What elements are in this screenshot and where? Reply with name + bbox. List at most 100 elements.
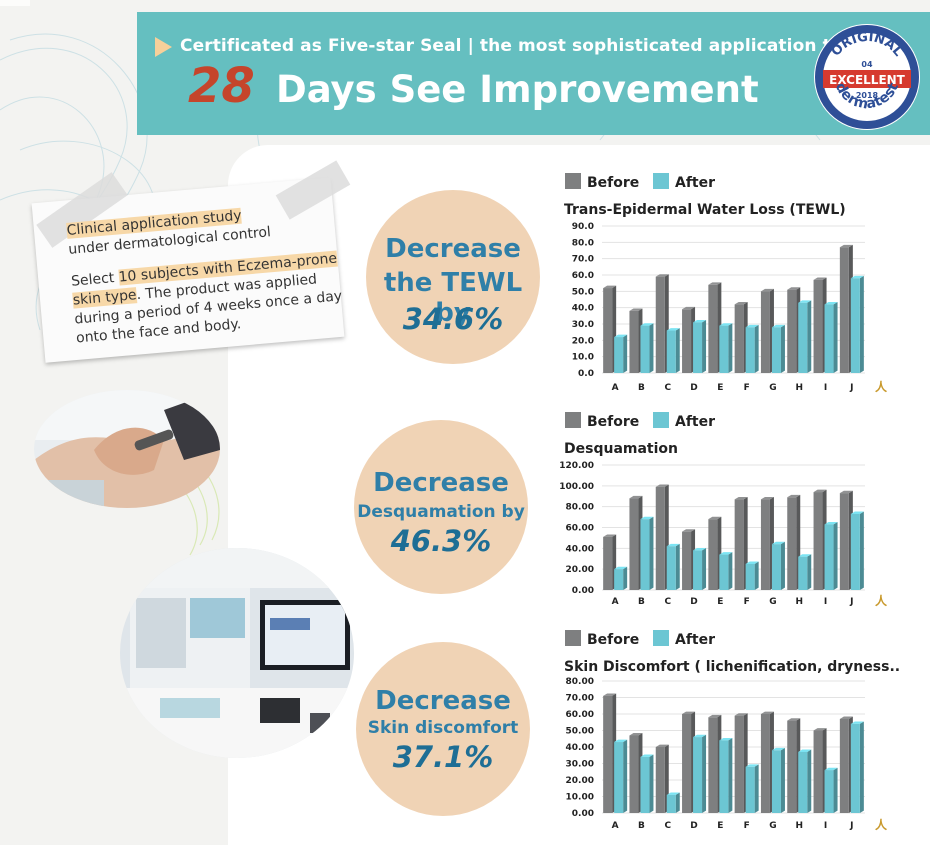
legend-swatch [653, 173, 669, 189]
bar-after-J [850, 275, 864, 373]
dermatest-seal-icon: ORIGINAL 04 EXCELLENT 2018 dermatest [814, 24, 920, 130]
bar-after-G [771, 324, 785, 373]
legend-swatch [653, 412, 669, 428]
seal-year: 2018 [856, 91, 879, 100]
bar-after-A [614, 739, 628, 813]
y-tick-label: 30.0 [572, 320, 594, 330]
desquamation-circle-line2: Desquamation by [357, 502, 525, 522]
tewl-chart: Before After Trans-Epidermal Water Loss (T… [564, 173, 888, 394]
y-tick-label: 120.00 [560, 461, 594, 471]
y-tick-label: 60.00 [566, 710, 594, 720]
bar-after-A [614, 566, 628, 590]
y-tick-label: 40.0 [572, 304, 594, 314]
x-category-label: D [690, 383, 697, 393]
seal-number: 04 [861, 60, 873, 69]
legend-label: After [675, 175, 715, 191]
x-category-label: D [690, 821, 697, 831]
x-category-label: I [824, 597, 827, 607]
x-category-label: B [638, 821, 645, 831]
y-tick-label: 60.0 [572, 271, 594, 281]
y-tick-label: 40.00 [566, 743, 594, 753]
skin-discomfort-chart: Before After Skin Discomfort ( lichenifica… [564, 630, 900, 832]
x-category-label: G [769, 821, 776, 831]
y-tick-label: 40.00 [566, 544, 594, 554]
bar-after-F [745, 324, 759, 373]
desquamation-circle-percent: 46.3% [390, 524, 492, 558]
x-category-label: H [795, 597, 803, 607]
y-tick-label: 30.00 [566, 760, 594, 770]
bar-after-D [693, 319, 707, 373]
bar-after-E [719, 323, 733, 373]
x-category-label: A [612, 821, 619, 831]
legend-label: Before [587, 632, 639, 648]
chart-title: Trans-Epidermal Water Loss (TEWL) [564, 202, 846, 218]
x-category-label: H [795, 821, 803, 831]
bar-after-D [693, 548, 707, 590]
y-tick-label: 100.00 [560, 482, 594, 492]
tewl-circle-percent: 34.6% [402, 302, 504, 336]
x-category-label: B [638, 383, 645, 393]
y-tick-label: 0.00 [572, 809, 594, 819]
application-photo [34, 390, 220, 508]
legend-label: Before [587, 414, 639, 430]
x-category-label: E [717, 821, 723, 831]
chart-title: Skin Discomfort ( lichenification, dryne… [564, 659, 900, 675]
discomfort-circle-line1: Decrease [375, 686, 511, 716]
x-category-label: B [638, 597, 645, 607]
desquamation-result-circle: Decrease Desquamation by 46.3% [354, 420, 528, 594]
banner-subtitle: Certificated as Five-star Seal | the mos… [180, 36, 861, 56]
x-category-label: J [849, 597, 853, 607]
note-body-pre: Select [70, 269, 120, 290]
legend-swatch [565, 412, 581, 428]
tewl-circle-line2: the TEWL by [383, 268, 523, 328]
x-unit-label: 人 [875, 593, 888, 608]
bar-after-H [798, 554, 812, 590]
study-note-text: Clinical application study under dermatol… [66, 197, 367, 362]
bar-after-B [640, 323, 654, 373]
legend-swatch [653, 630, 669, 646]
x-category-label: C [664, 383, 671, 393]
header-banner [137, 12, 930, 135]
bar-after-I [824, 521, 838, 590]
y-tick-label: 10.0 [572, 353, 594, 363]
bar-after-I [824, 767, 838, 813]
legend-label: Before [587, 175, 639, 191]
x-category-label: E [717, 383, 723, 393]
y-tick-label: 60.00 [566, 524, 594, 534]
bar-after-C [666, 328, 680, 373]
bar-after-E [719, 552, 733, 590]
bar-after-B [640, 754, 654, 813]
legend-swatch [565, 173, 581, 189]
banner-title: Days See Improvement [276, 68, 759, 111]
x-category-label: D [690, 597, 697, 607]
legend-swatch [565, 630, 581, 646]
x-category-label: F [744, 383, 750, 393]
y-tick-label: 90.0 [572, 222, 594, 232]
x-unit-label: 人 [875, 379, 888, 394]
discomfort-circle-line2: Skin discomfort [367, 718, 519, 738]
bar-after-E [719, 738, 733, 813]
legend-label: After [675, 414, 715, 430]
x-category-label: G [769, 383, 776, 393]
x-category-label: A [612, 597, 619, 607]
bar-after-G [771, 541, 785, 590]
lab-exhibition-photo [120, 548, 354, 758]
y-tick-label: 10.00 [566, 793, 594, 803]
chart-title: Desquamation [564, 441, 678, 457]
content-panel [228, 145, 930, 845]
x-category-label: C [664, 597, 671, 607]
discomfort-circle-percent: 37.1% [392, 740, 494, 774]
desquamation-chart: Before After Desquamation 120.00 100.00 80.00… [560, 412, 888, 608]
y-tick-label: 20.00 [566, 776, 594, 786]
y-tick-label: 0.00 [572, 586, 594, 596]
y-tick-label: 50.00 [566, 727, 594, 737]
y-tick-label: 70.0 [572, 255, 594, 265]
x-category-label: H [795, 383, 803, 393]
bar-after-C [666, 792, 680, 813]
bar-after-B [640, 516, 654, 590]
y-tick-label: 20.0 [572, 336, 594, 346]
x-category-label: E [717, 597, 723, 607]
x-category-label: J [849, 383, 853, 393]
y-tick-label: 80.00 [566, 503, 594, 513]
bar-after-A [614, 334, 628, 373]
